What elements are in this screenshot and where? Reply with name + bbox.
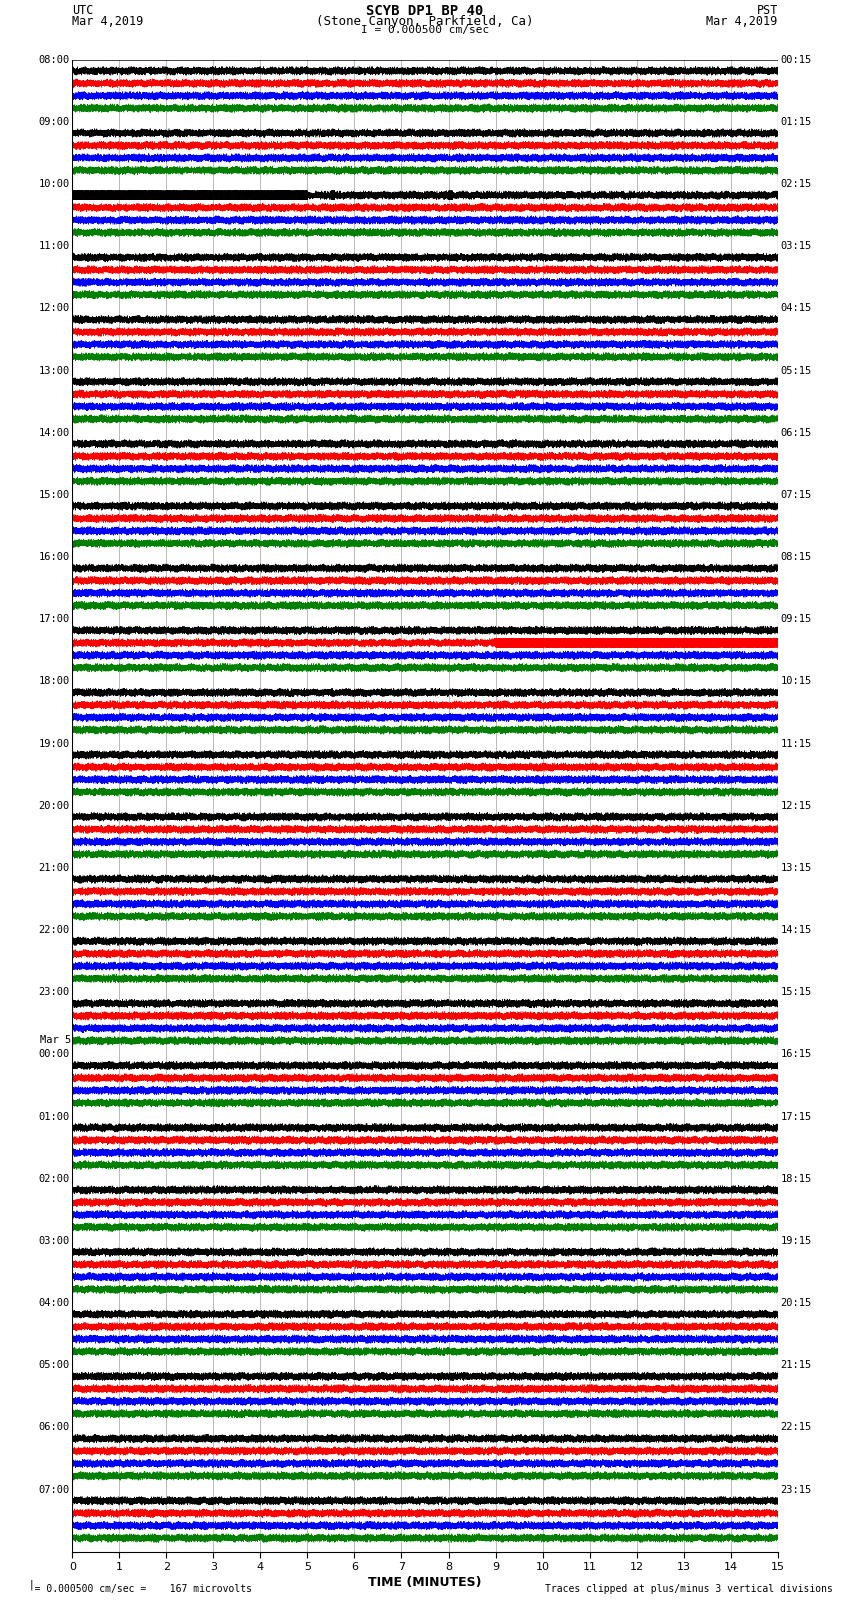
Text: Mar 5: Mar 5 [40,1036,71,1045]
Text: (Stone Canyon, Parkfield, Ca): (Stone Canyon, Parkfield, Ca) [316,15,534,27]
Text: SCYB DP1 BP 40: SCYB DP1 BP 40 [366,5,484,18]
Text: = 0.000500 cm/sec =    167 microvolts: = 0.000500 cm/sec = 167 microvolts [17,1584,252,1594]
Text: Traces clipped at plus/minus 3 vertical divisions: Traces clipped at plus/minus 3 vertical … [545,1584,833,1594]
Text: PST: PST [756,5,778,18]
Text: Mar 4,2019: Mar 4,2019 [72,16,144,29]
Text: Mar 4,2019: Mar 4,2019 [706,16,778,29]
X-axis label: TIME (MINUTES): TIME (MINUTES) [368,1576,482,1589]
Text: UTC: UTC [72,5,94,18]
Text: I = 0.000500 cm/sec: I = 0.000500 cm/sec [361,24,489,35]
Text: |: | [15,1579,36,1590]
